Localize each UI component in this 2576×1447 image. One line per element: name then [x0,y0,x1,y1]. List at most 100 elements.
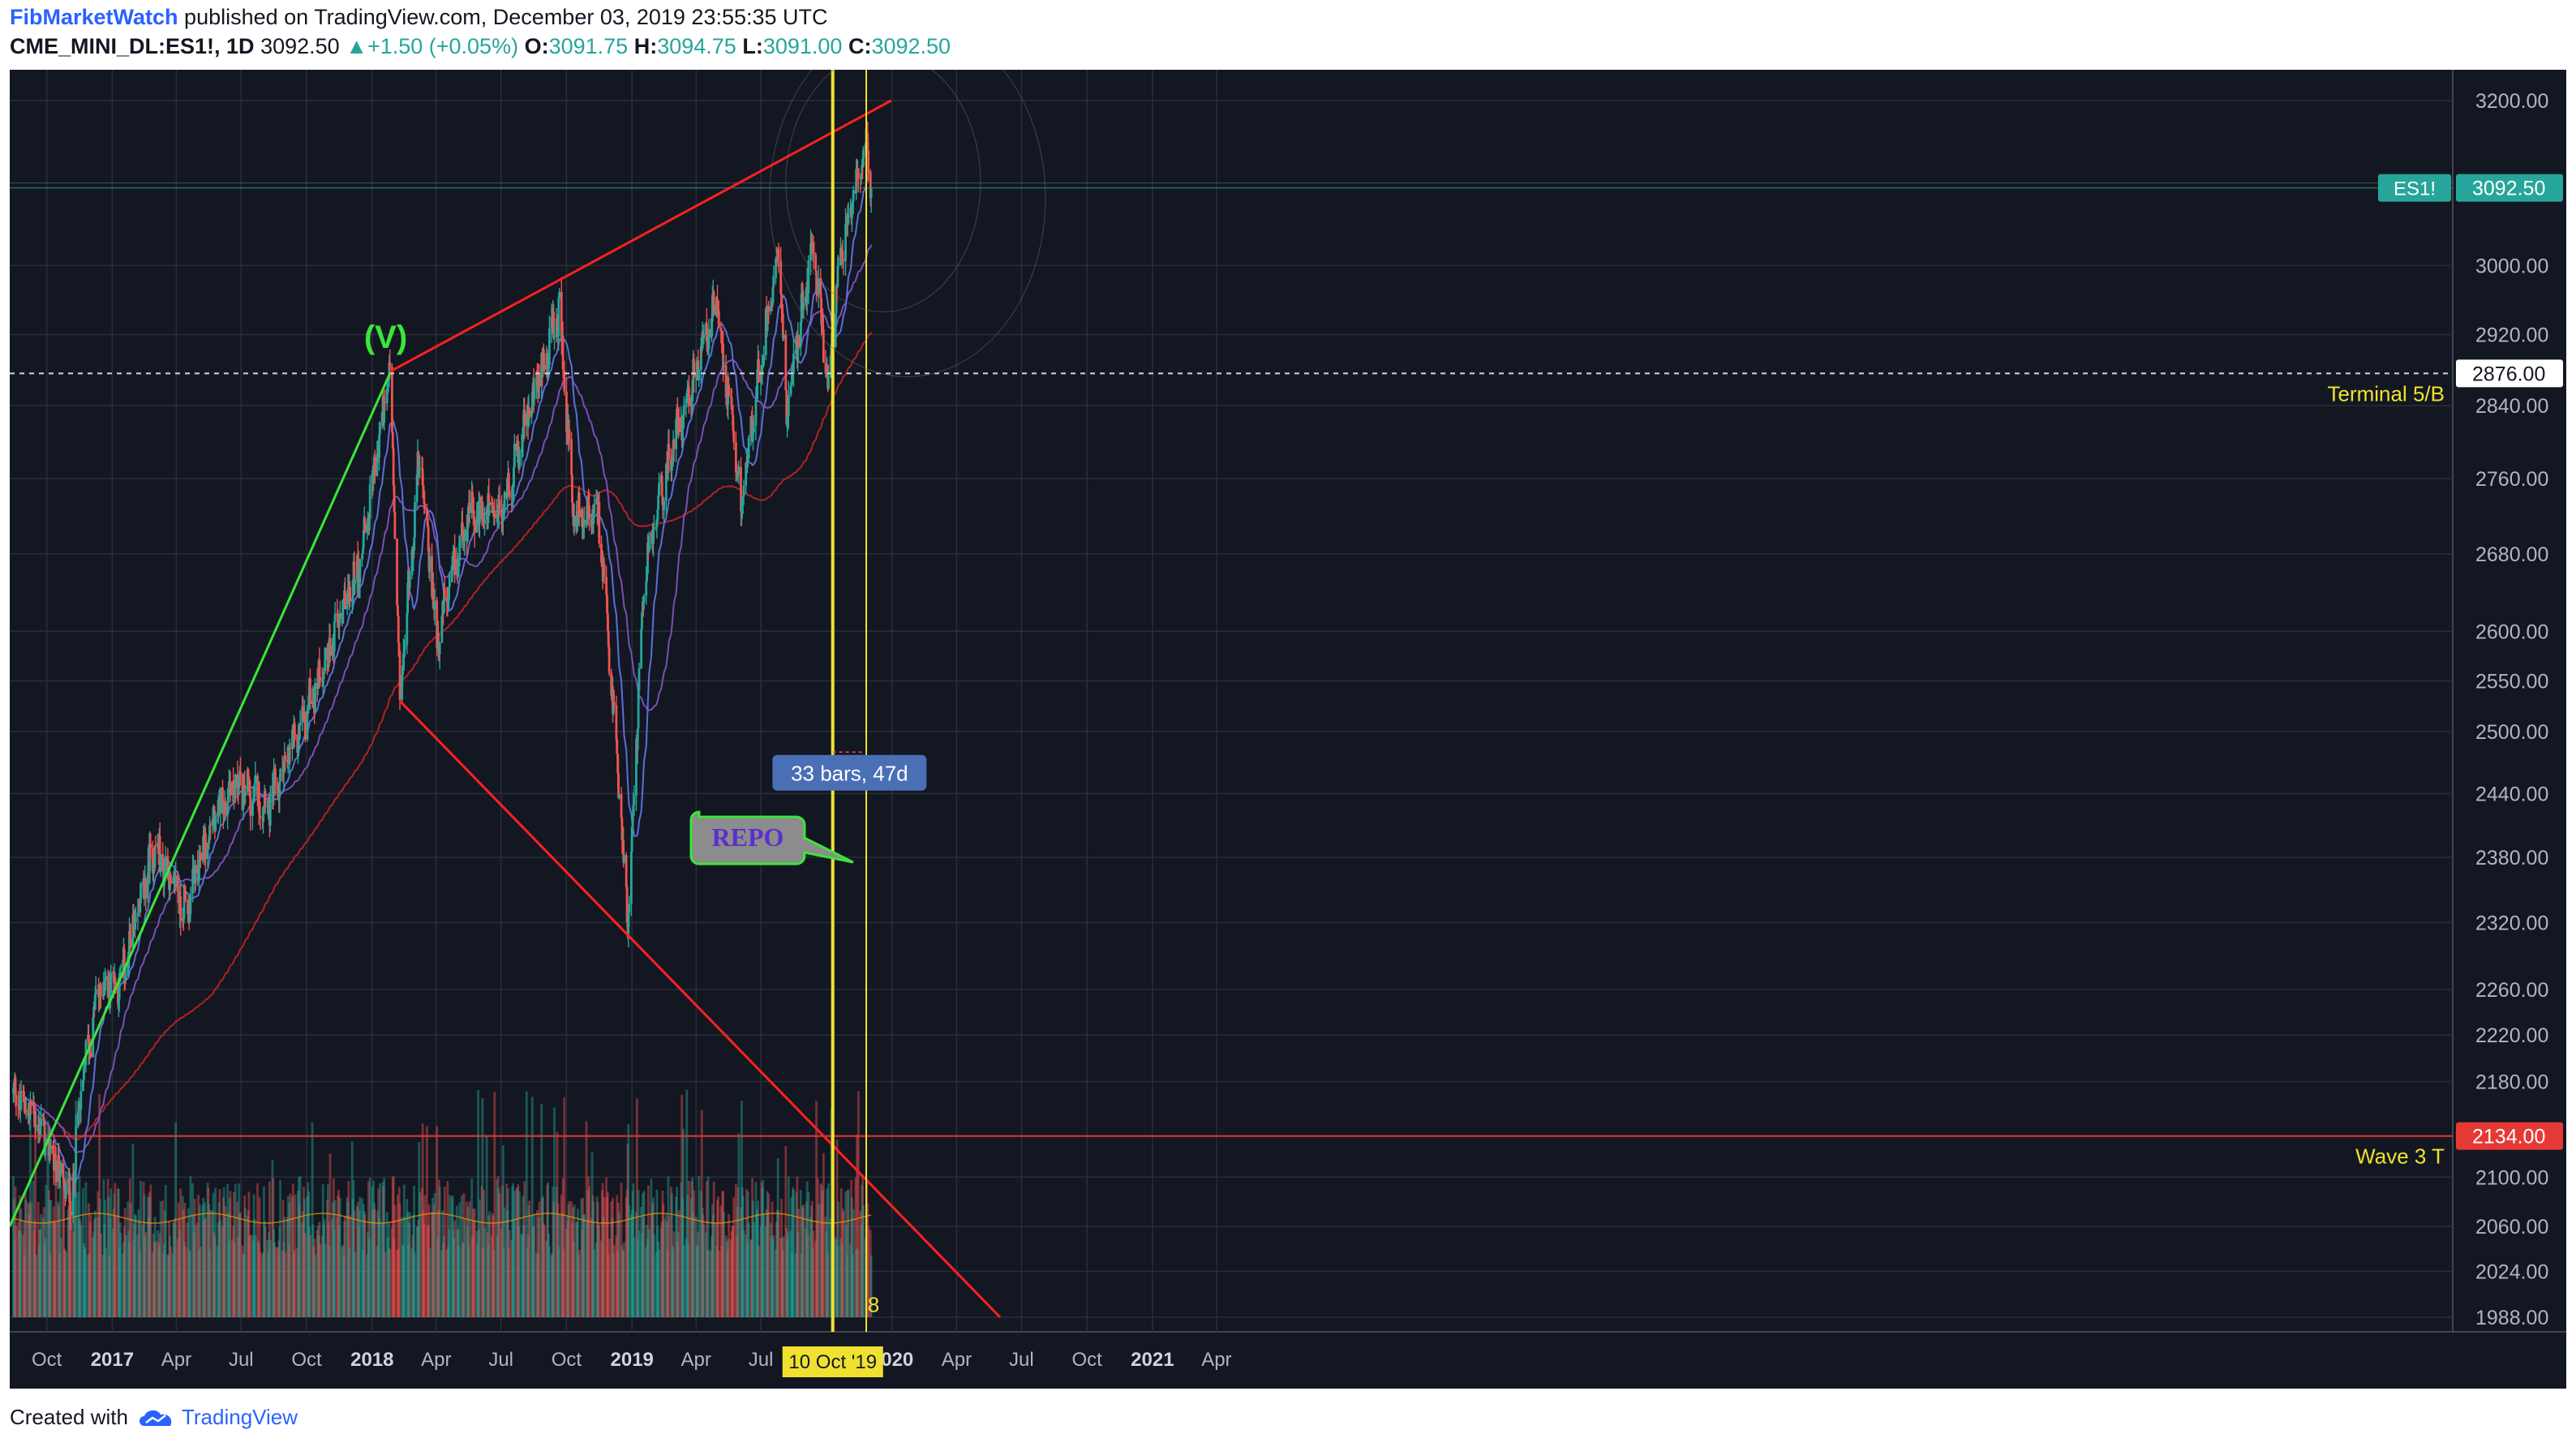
volume-bar [24,1191,27,1317]
volume-bar [313,1239,316,1317]
volume-bar [492,1216,495,1317]
volume-bar [251,1234,254,1317]
volume-bar [221,1226,224,1317]
volume-bar [140,1180,142,1317]
candle-body [62,1163,65,1179]
volume-bar [307,1182,310,1317]
candle-body [647,539,650,552]
volume-bar [660,1222,663,1317]
candle-body [520,449,523,453]
candle-body [724,365,728,397]
volume-bar [297,1177,300,1317]
volume-bar [157,1242,160,1317]
volume-bar [268,1239,272,1317]
candle-body [144,878,148,899]
volume-bar [707,1249,711,1317]
candle-body [586,496,590,517]
candle-body [546,353,549,376]
candle-body [577,510,579,520]
volume-bar [790,1196,793,1317]
volume-bar [476,1244,479,1317]
candle-body [767,306,771,311]
candle-body [758,359,760,383]
volume-bar [401,1245,404,1317]
candle-body [262,805,265,808]
volume-bar [807,1192,810,1317]
candle-body [201,852,204,861]
candle-body [242,791,245,810]
candle-body [822,322,824,330]
volume-bar [502,1247,505,1317]
volume-bar [303,1232,307,1317]
volume-bar [14,1186,17,1317]
tradingview-link[interactable]: TradingView [181,1405,298,1429]
volume-bar [348,1247,351,1317]
candle-body [393,485,396,513]
volume-bar [533,1213,536,1317]
candle-body [267,801,270,807]
volume-bar [675,1196,678,1317]
candle-body [517,441,520,447]
volume-bar [741,1196,745,1317]
volume-bar [57,1202,60,1317]
candle-body [104,979,107,985]
volume-bar [87,1254,89,1317]
volume-bar [546,1184,549,1317]
time-tick-label: 2018 [350,1349,393,1371]
candle-body [844,223,847,262]
volume-bar [157,1230,159,1317]
volume-bar [129,1203,132,1317]
volume-bar [363,1214,367,1317]
volume-bar [857,1091,860,1317]
volume-bar [636,1240,639,1317]
price-tick-label: 2680.00 [2475,543,2548,566]
candle-body [672,440,676,449]
volume-bar [303,1198,306,1317]
candle-body [855,169,858,194]
candle-body [273,769,276,795]
candle-body [550,317,553,328]
volume-bar [706,1251,709,1317]
volume-bar [67,1205,71,1317]
candle-body [720,331,723,341]
candle-body [586,517,589,525]
candle-body [635,739,638,796]
volume-bar [167,1255,170,1317]
time-tick-label: Oct [291,1349,322,1371]
volume-bar [27,1202,30,1317]
volume-bar [431,1211,433,1317]
chart-area[interactable]: (V) REPO 33 bars, 47d 8 3200.00 3000.00 2920.0… [10,70,2566,1389]
volume-bar [79,1220,82,1317]
candle-body [729,396,732,397]
volume-bar [208,1204,211,1317]
volume-bar [181,1196,184,1317]
candle-body [188,913,191,923]
volume-bar [565,1215,569,1317]
candle-body [775,259,779,260]
volume-bar [244,1207,247,1317]
candle-body [182,887,186,919]
volume-bar [781,1238,784,1317]
candle-body [498,499,501,509]
volume-bar [443,1187,446,1317]
volume-bar [487,1245,490,1317]
volume-bar [845,1224,848,1317]
candle-body [319,677,322,681]
volume-bar [144,1236,147,1317]
volume-bar [38,1230,41,1317]
volume-bar [279,1180,281,1317]
volume-bar [821,1185,823,1317]
volume-bar [473,1209,476,1317]
candle-body [448,586,451,600]
volume-bar [146,1196,149,1317]
candle-body [622,839,625,863]
volume-bar [570,1201,573,1317]
volume-bar [553,1107,556,1317]
volume-bar [350,1141,354,1317]
candle-body [298,722,302,726]
author-link[interactable]: FibMarketWatch [10,5,178,29]
candle-body [128,930,131,938]
candle-body [171,881,174,883]
volume-bar [552,1201,556,1317]
